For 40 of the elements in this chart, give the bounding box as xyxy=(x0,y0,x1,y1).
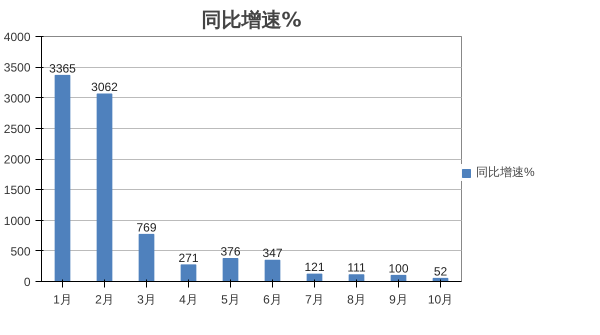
bar xyxy=(390,274,406,282)
bar xyxy=(96,93,112,282)
bar xyxy=(180,264,196,282)
y-tick-label: 3000 xyxy=(4,91,31,106)
bar xyxy=(264,260,280,282)
x-tick-label: 2月 xyxy=(95,292,114,306)
x-tick-label: 3月 xyxy=(137,292,156,306)
data-label: 376 xyxy=(220,244,241,258)
bar xyxy=(138,234,154,282)
y-tick-label: 4000 xyxy=(4,30,31,44)
x-tick-label: 10月 xyxy=(428,292,454,306)
x-tick-label: 1月 xyxy=(53,292,72,306)
y-tick-label: 2000 xyxy=(4,152,31,166)
data-label: 111 xyxy=(347,260,366,275)
chart-title: 同比增速% xyxy=(201,8,302,32)
data-label: 52 xyxy=(434,264,448,278)
x-tick-label: 8月 xyxy=(347,292,366,306)
data-label: 3365 xyxy=(49,61,76,76)
y-tick-label: 3500 xyxy=(4,60,31,75)
y-tick-label: 500 xyxy=(10,244,31,258)
y-tick-label: 1000 xyxy=(4,214,31,228)
x-tick-label: 6月 xyxy=(263,292,282,306)
y-tick-label: 2500 xyxy=(4,122,31,136)
x-tick-label: 4月 xyxy=(179,292,198,306)
bar xyxy=(306,274,322,282)
data-label: 121 xyxy=(304,260,325,274)
bar xyxy=(54,74,70,282)
data-label: 100 xyxy=(388,261,409,276)
y-tick-label: 1500 xyxy=(4,183,31,198)
x-tick-label: 7月 xyxy=(305,292,324,306)
bar xyxy=(222,258,238,282)
x-tick-label: 9月 xyxy=(389,292,408,306)
data-label: 347 xyxy=(262,246,283,260)
y-tick-label: 0 xyxy=(24,275,31,289)
legend-label: 同比增速% xyxy=(476,164,535,181)
data-label: 769 xyxy=(136,220,157,234)
bar xyxy=(348,274,364,282)
data-label: 3062 xyxy=(91,80,118,94)
x-tick-label: 5月 xyxy=(221,292,240,306)
data-label: 271 xyxy=(178,250,199,265)
